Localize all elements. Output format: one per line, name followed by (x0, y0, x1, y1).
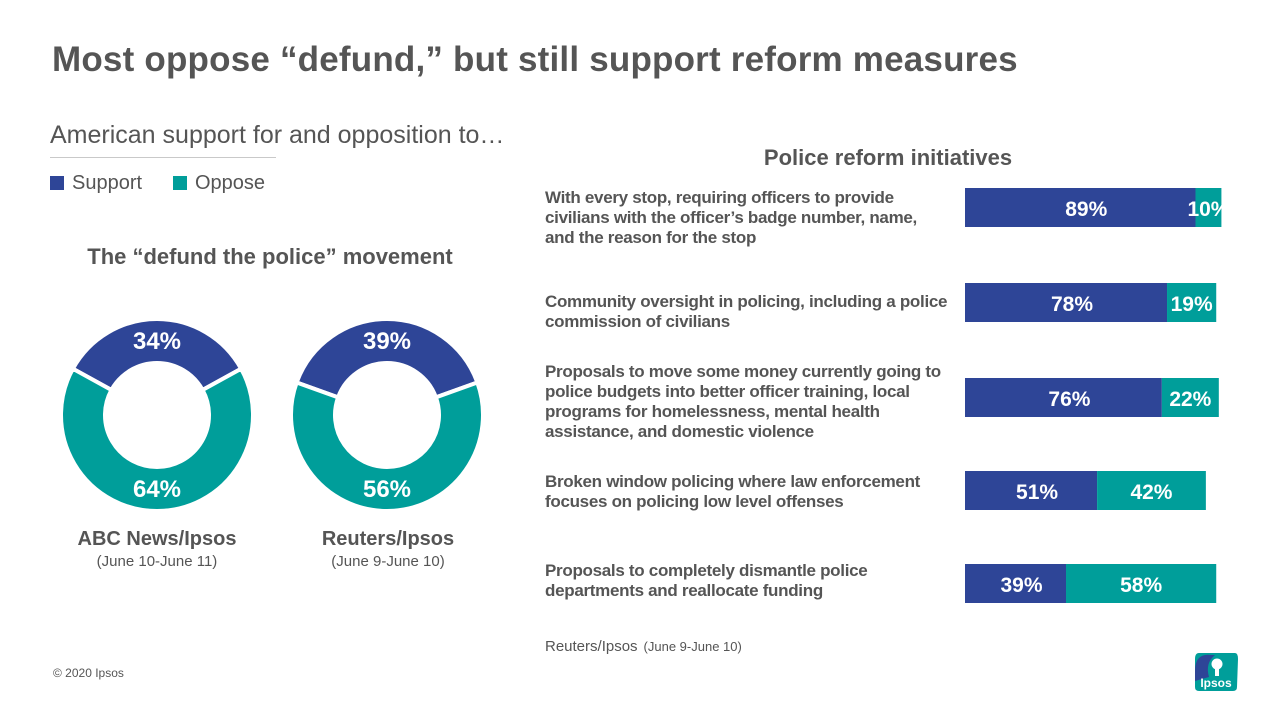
donut-source-abc: ABC News/Ipsos (77, 528, 237, 550)
bar-category-label: Proposals to move some money currently g… (545, 362, 941, 441)
bar-support (965, 471, 1098, 510)
bar-support-label: 51% (1016, 481, 1058, 504)
bar-category-label: Broken window policing where law enforce… (545, 472, 921, 511)
subtitle-divider (50, 157, 276, 158)
bar-chart-title: Police reform initiatives (763, 145, 1013, 170)
bar-source-label: Reuters/Ipsos (545, 638, 638, 655)
bar-support-label: 76% (1048, 388, 1090, 411)
legend-item-support: Support (50, 171, 142, 195)
bar-oppose-label: 22% (1169, 388, 1211, 411)
bar-support (965, 378, 1162, 417)
donut-date-reuters: (June 9-June 10) (331, 553, 445, 570)
legend-label-support: Support (72, 171, 143, 194)
page-subtitle: American support for and opposition to… (50, 121, 505, 149)
legend-label-oppose: Oppose (195, 171, 266, 194)
page-title: Most oppose “defund,” but still support … (52, 40, 1018, 79)
bar-category-label: Proposals to completely dismantle police… (545, 561, 868, 600)
bar-category-label: With every stop, requiring officers to p… (545, 188, 917, 247)
bar-support-label: 78% (1051, 293, 1093, 316)
donut-value-label: 39% (363, 328, 411, 355)
copyright-notice: © 2020 Ipsos (53, 666, 124, 680)
legend-item-oppose: Oppose (173, 171, 265, 195)
bar-oppose (1066, 564, 1217, 603)
bar-oppose-label: 58% (1120, 574, 1162, 597)
bar-support (965, 564, 1067, 603)
bar-oppose (1161, 378, 1219, 417)
donut-source-reuters: Reuters/Ipsos (321, 528, 455, 550)
bar-oppose (1097, 471, 1206, 510)
svg-text:Ipsos: Ipsos (1200, 676, 1232, 690)
donut-value-label: 64% (133, 476, 181, 503)
donut-slice-support-reuters (294, 317, 480, 400)
donut-slice-oppose-abc (59, 366, 255, 513)
bar-category-label: Community oversight in policing, includi… (545, 292, 948, 331)
bar-oppose-label: 10% (1187, 198, 1229, 221)
donut-date-abc: (June 10-June 11) (96, 553, 218, 570)
bar-oppose (1167, 283, 1217, 322)
donut-value-label: 56% (363, 476, 411, 503)
bar-support-label: 39% (1000, 574, 1042, 597)
donut-chart-reuters: 39% 56% (289, 317, 485, 513)
bar-oppose-label: 42% (1130, 481, 1172, 504)
bar-support-label: 89% (1065, 198, 1107, 221)
bar-chart-source: Reuters/Ipsos (June 9-June 10) (545, 638, 742, 655)
bar-source-date: (June 9-June 10) (643, 639, 742, 654)
donut-chart-abc: 34% 64% (59, 317, 255, 513)
bar-oppose (1195, 188, 1222, 227)
donut-chart-title: The “defund the police” movement (87, 244, 453, 269)
bar-oppose-label: 19% (1171, 293, 1213, 316)
legend-swatch-support (50, 176, 64, 190)
legend-swatch-oppose (173, 176, 187, 190)
donut-value-label: 34% (133, 328, 181, 355)
bar-support (965, 283, 1168, 322)
ipsos-logo: Ipsos (1195, 653, 1238, 691)
donut-slice-oppose-reuters (289, 379, 485, 513)
donut-slice-support-abc (70, 317, 244, 393)
bar-support (965, 188, 1196, 227)
